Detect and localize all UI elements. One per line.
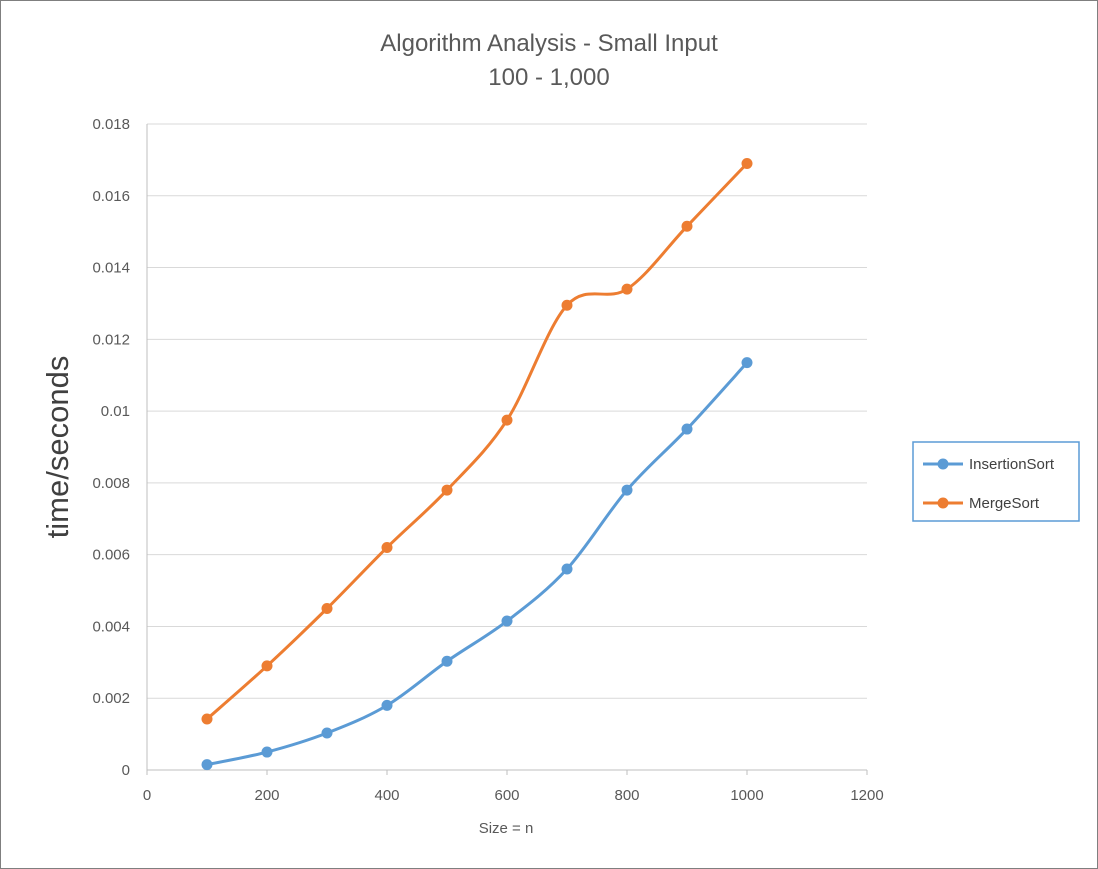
- data-point-insertionsort: [741, 357, 753, 369]
- y-tick-label: 0.006: [92, 547, 130, 564]
- legend-marker-mergesort: [937, 497, 949, 509]
- y-tick-label: 0.012: [92, 331, 130, 348]
- data-point-mergesort: [561, 299, 573, 311]
- axes: 0 0.002 0.004 0.006 0.008 0.01 0.012 0.014 0.016…: [92, 116, 883, 804]
- legend-label-mergesort: MergeSort: [969, 495, 1040, 512]
- x-tick-label: 800: [614, 787, 639, 804]
- data-point-mergesort: [741, 157, 753, 169]
- chart-subtitle: 100 - 1,000: [488, 64, 609, 91]
- y-tick-label: 0.014: [92, 260, 130, 277]
- data-point-insertionsort: [681, 423, 693, 435]
- data-point-mergesort: [621, 283, 633, 295]
- x-tick-label: 1000: [730, 787, 763, 804]
- y-axis-title: time/seconds: [40, 356, 75, 539]
- series-lines: [205, 161, 749, 767]
- series-markers: [201, 157, 753, 771]
- data-point-mergesort: [201, 713, 213, 725]
- y-tick-label: 0.002: [92, 690, 130, 707]
- data-point-insertionsort: [441, 655, 453, 667]
- y-tick-label: 0.016: [92, 188, 130, 205]
- legend-label-insertionsort: InsertionSort: [969, 456, 1055, 473]
- gridlines: [147, 123, 867, 699]
- series-line-insertionsort: [205, 361, 749, 767]
- x-tick-label: 0: [143, 787, 151, 804]
- y-tick-label: 0.01: [101, 403, 130, 420]
- data-point-insertionsort: [261, 746, 273, 758]
- data-point-mergesort: [501, 414, 513, 426]
- data-point-mergesort: [321, 603, 333, 614]
- x-tick-label: 600: [494, 787, 519, 804]
- data-point-insertionsort: [561, 563, 573, 575]
- data-point-mergesort: [381, 541, 393, 553]
- data-point-insertionsort: [501, 615, 513, 627]
- data-point-insertionsort: [381, 699, 393, 711]
- x-tick-label: 1200: [850, 787, 883, 804]
- data-point-insertionsort: [321, 727, 333, 739]
- y-tick-label: 0.018: [92, 116, 130, 133]
- data-point-insertionsort: [621, 484, 633, 496]
- x-tick-label: 400: [374, 787, 399, 804]
- y-tick-label: 0.004: [92, 618, 130, 635]
- legend: InsertionSort MergeSort: [912, 441, 1080, 522]
- chart-title: Algorithm Analysis - Small Input: [380, 30, 718, 57]
- data-point-mergesort: [441, 484, 453, 496]
- legend-marker-insertionsort: [937, 458, 949, 470]
- data-point-mergesort: [261, 660, 273, 672]
- y-tick-label: 0.008: [92, 475, 130, 492]
- series-line-mergesort: [205, 161, 749, 721]
- y-tick-label: 0: [122, 762, 130, 779]
- data-point-mergesort: [681, 220, 693, 232]
- data-point-insertionsort: [201, 759, 213, 771]
- x-axis-title: Size = n: [479, 820, 534, 837]
- x-tick-label: 200: [254, 787, 279, 804]
